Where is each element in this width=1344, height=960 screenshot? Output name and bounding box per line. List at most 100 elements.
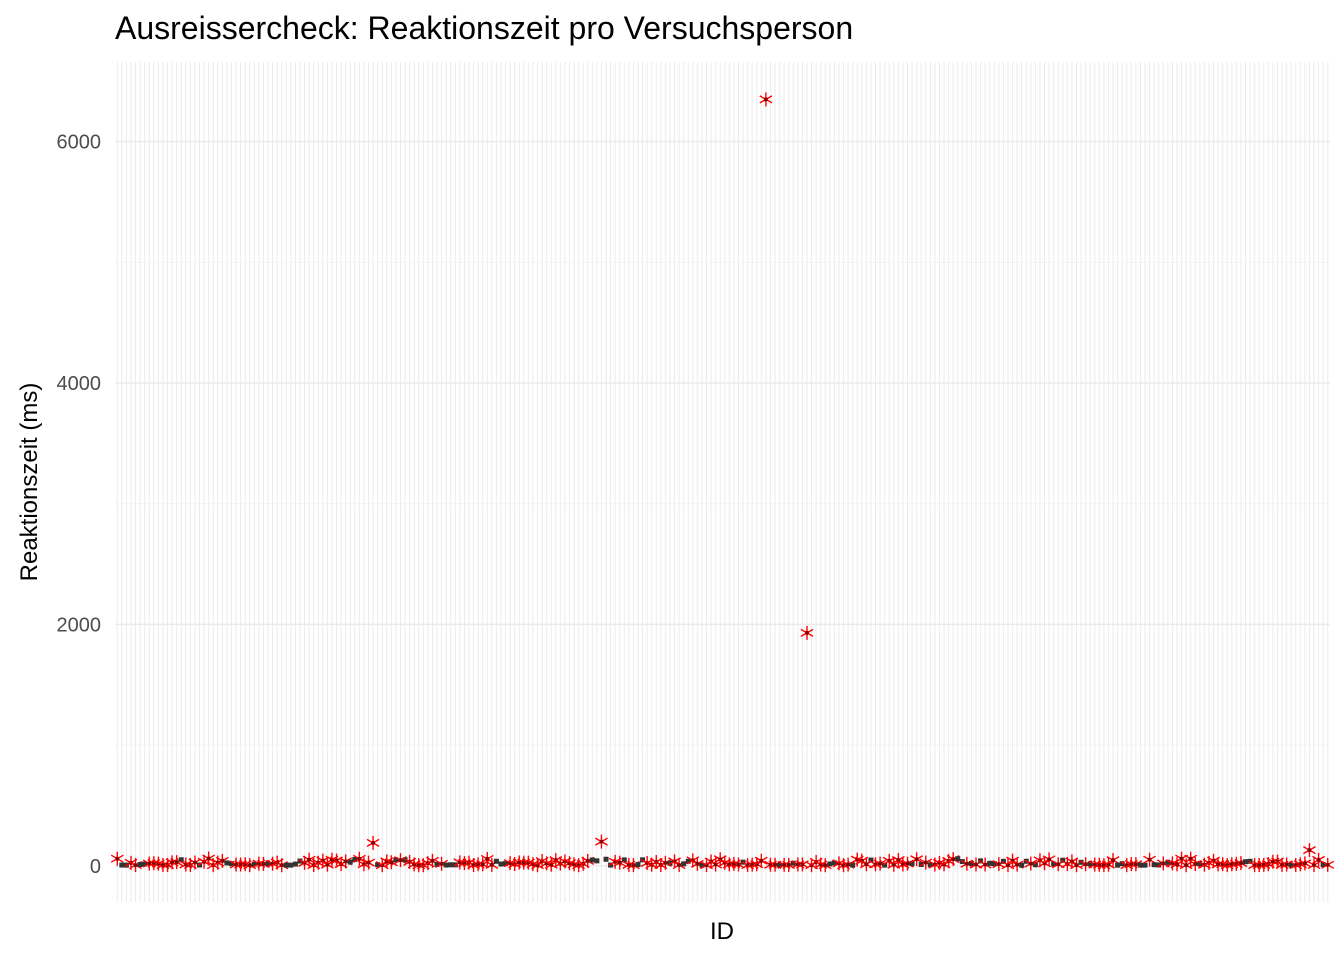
- data-point-center: [713, 862, 718, 867]
- data-point-center: [439, 861, 444, 866]
- data-point: [827, 861, 833, 867]
- data-point: [699, 862, 705, 868]
- data-point-center: [1302, 861, 1307, 866]
- data-point-center: [485, 856, 490, 861]
- data-point: [991, 861, 997, 867]
- data-point-center: [521, 860, 526, 865]
- data-point-center: [974, 862, 979, 867]
- data-point-center: [398, 858, 403, 863]
- data-point-center: [1147, 857, 1152, 862]
- data-point: [292, 861, 298, 867]
- y-tick-label: 0: [90, 856, 101, 878]
- data-point: [831, 860, 837, 866]
- data-point: [1156, 862, 1162, 868]
- data-point-center: [905, 861, 910, 866]
- data-point: [1000, 858, 1006, 864]
- data-point-center: [864, 862, 869, 867]
- data-point-center: [357, 856, 362, 861]
- data-point-center: [1325, 862, 1330, 867]
- data-point: [251, 861, 257, 867]
- data-point: [1242, 859, 1248, 865]
- data-point: [1247, 858, 1253, 864]
- data-point-center: [736, 862, 741, 867]
- data-point: [434, 861, 440, 867]
- data-point: [1119, 861, 1125, 867]
- data-point: [927, 862, 933, 868]
- data-point-center: [170, 860, 175, 865]
- data-point-center: [307, 857, 312, 862]
- data-point-center: [1161, 861, 1166, 866]
- data-point: [594, 858, 600, 864]
- data-point-center: [996, 862, 1001, 867]
- data-point: [1165, 859, 1171, 865]
- grid-layer: [115, 62, 1330, 902]
- data-point: [909, 861, 915, 867]
- data-point: [137, 862, 143, 868]
- chart-title: Ausreissercheck: Reaktionszeit pro Versu…: [115, 10, 854, 46]
- data-point-center: [115, 856, 120, 861]
- data-point: [589, 857, 595, 863]
- data-point-center: [1307, 848, 1312, 853]
- data-point: [850, 862, 856, 868]
- data-point-center: [1252, 863, 1257, 868]
- data-point: [790, 860, 796, 866]
- data-point-center: [1238, 861, 1243, 866]
- data-point-center: [964, 861, 969, 866]
- data-point-center: [846, 862, 851, 867]
- data-point: [1115, 862, 1121, 868]
- data-point-center: [914, 857, 919, 862]
- data-point-center: [517, 860, 522, 865]
- data-point: [685, 858, 691, 864]
- data-point: [603, 856, 609, 862]
- data-point-center: [343, 859, 348, 864]
- data-point: [1032, 862, 1038, 868]
- data-point: [228, 861, 234, 867]
- data-point-center: [1028, 861, 1033, 866]
- data-point-center: [763, 97, 768, 102]
- data-point: [1060, 857, 1066, 863]
- data-point: [667, 860, 673, 866]
- data-point: [493, 858, 499, 864]
- data-point-center: [430, 858, 435, 863]
- data-point-center: [174, 860, 179, 865]
- data-point: [352, 856, 358, 862]
- data-point-center: [1216, 862, 1221, 867]
- data-point: [393, 857, 399, 863]
- data-point: [635, 862, 641, 868]
- data-point-center: [1316, 857, 1321, 862]
- data-point: [882, 862, 888, 868]
- data-point-center: [795, 862, 800, 867]
- data-point-center: [663, 860, 668, 865]
- y-tick-label: 2000: [57, 614, 102, 636]
- data-point: [621, 857, 627, 863]
- data-point: [1320, 861, 1326, 867]
- data-point: [1197, 861, 1203, 867]
- data-point-center: [1284, 862, 1289, 867]
- data-point-center: [1270, 859, 1275, 864]
- data-point-center: [256, 861, 261, 866]
- data-point-center: [759, 858, 764, 863]
- data-point: [498, 861, 504, 867]
- data-point-center: [489, 862, 494, 867]
- data-point-center: [1188, 856, 1193, 861]
- data-point-center: [1184, 863, 1189, 868]
- data-point-center: [1092, 862, 1097, 867]
- data-point-center: [160, 863, 165, 868]
- data-point: [1151, 862, 1157, 868]
- data-point-center: [1133, 862, 1138, 867]
- data-point-center: [677, 863, 682, 868]
- data-point: [178, 857, 184, 863]
- data-point-center: [247, 863, 252, 868]
- data-point: [142, 861, 148, 867]
- data-point-center: [1193, 862, 1198, 867]
- data-point: [448, 862, 454, 868]
- data-point-center: [220, 858, 225, 863]
- data-point-center: [1083, 862, 1088, 867]
- data-point: [1087, 861, 1093, 867]
- data-point-center: [773, 862, 778, 867]
- data-point: [443, 862, 449, 868]
- data-point-center: [768, 862, 773, 867]
- y-tick-label: 4000: [57, 373, 102, 395]
- data-point-center: [234, 862, 239, 867]
